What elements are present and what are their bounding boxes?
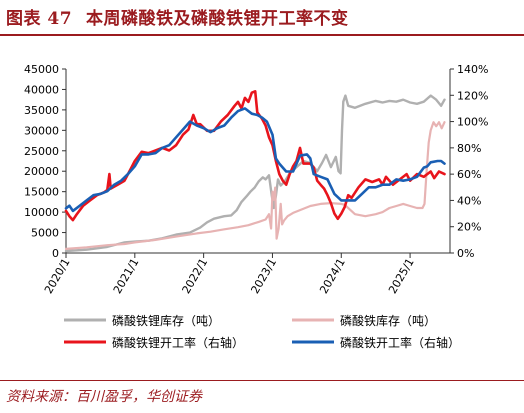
figure-title: 图表 47 <box>6 9 73 29</box>
y-left-tick-label: 0 <box>52 247 59 260</box>
y-right-tick-label: 140% <box>457 63 488 76</box>
y-left-tick-label: 35000 <box>24 104 59 117</box>
x-tick-label: 2024/1 <box>317 256 348 296</box>
line-chart: 0 5000 10000 15000 20000 25000 30000 35000 40000… <box>24 63 488 350</box>
y-right-tick-label: 40% <box>457 194 481 207</box>
legend-label-lfp_inventory: 磷酸铁锂库存（吨） <box>112 313 220 328</box>
y-left-tick-label: 20000 <box>24 165 59 178</box>
legend-label-lfp_utilization: 磷酸铁锂开工率（右轴） <box>112 335 244 350</box>
series-line-fp_inventory <box>64 121 446 250</box>
y-right-tick-label: 120% <box>457 89 488 102</box>
figure-header-title: 本周磷酸铁及磷酸铁锂开工率不变 <box>0 0 524 32</box>
y-right-tick-label: 20% <box>457 221 481 234</box>
x-tick-label: 2023/1 <box>248 256 279 296</box>
y-left-tick-label: 25000 <box>24 145 59 158</box>
series-line-lfp_inventory <box>64 94 446 253</box>
y-left-tick-label: 15000 <box>24 186 59 199</box>
source-note: 资料来源：百川盈孚，华创证券 <box>6 389 202 405</box>
x-tick-label: 2022/1 <box>180 256 211 296</box>
x-tick-label: 2021/1 <box>111 256 142 296</box>
footer-divider <box>0 380 524 381</box>
x-tick-label: 2020/1 <box>42 256 73 296</box>
y-right-tick-label: 80% <box>457 142 481 155</box>
x-tick-label: 2025/1 <box>386 256 417 296</box>
y-right-tick-label: 60% <box>457 168 481 181</box>
y-left-tick-label: 5000 <box>31 227 59 240</box>
y-right-tick-label: 0% <box>457 247 474 260</box>
legend-label-fp_utilization: 磷酸铁开工率（右轴） <box>340 335 460 350</box>
chart-title: 本周磷酸铁及磷酸铁锂开工率不变 <box>86 9 349 29</box>
y-left-tick-label: 45000 <box>24 63 59 76</box>
y-left-tick-label: 10000 <box>24 206 59 219</box>
y-left-tick-label: 30000 <box>24 124 59 137</box>
series-line-fp_utilization <box>64 107 446 213</box>
y-right-tick-label: 100% <box>457 116 488 129</box>
series-line-lfp_utilization <box>64 90 446 222</box>
y-left-tick-label: 40000 <box>24 83 59 96</box>
legend-label-fp_inventory: 磷酸铁库存（吨） <box>340 313 436 328</box>
header-divider <box>0 34 524 36</box>
figure-header: 图表 47 <box>0 0 524 32</box>
